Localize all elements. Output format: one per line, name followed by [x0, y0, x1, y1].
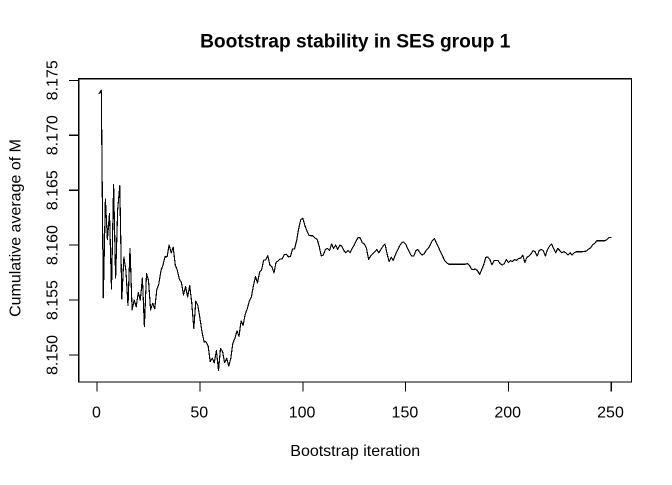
svg-text:50: 50 — [190, 404, 208, 421]
svg-text:8.155: 8.155 — [44, 280, 61, 320]
svg-text:250: 250 — [597, 404, 624, 421]
svg-text:Cumulative average of M: Cumulative average of M — [8, 139, 25, 317]
svg-text:Bootstrap stability in SES gro: Bootstrap stability in SES group 1 — [200, 32, 511, 53]
svg-text:8.165: 8.165 — [44, 170, 61, 210]
svg-text:150: 150 — [392, 404, 419, 421]
svg-text:8.150: 8.150 — [44, 335, 61, 375]
svg-text:8.160: 8.160 — [44, 225, 61, 265]
svg-text:8.170: 8.170 — [44, 115, 61, 155]
svg-text:8.175: 8.175 — [44, 60, 61, 100]
svg-text:Bootstrap iteration: Bootstrap iteration — [290, 443, 420, 460]
svg-text:100: 100 — [289, 404, 316, 421]
svg-text:200: 200 — [494, 404, 521, 421]
svg-text:0: 0 — [92, 404, 101, 421]
